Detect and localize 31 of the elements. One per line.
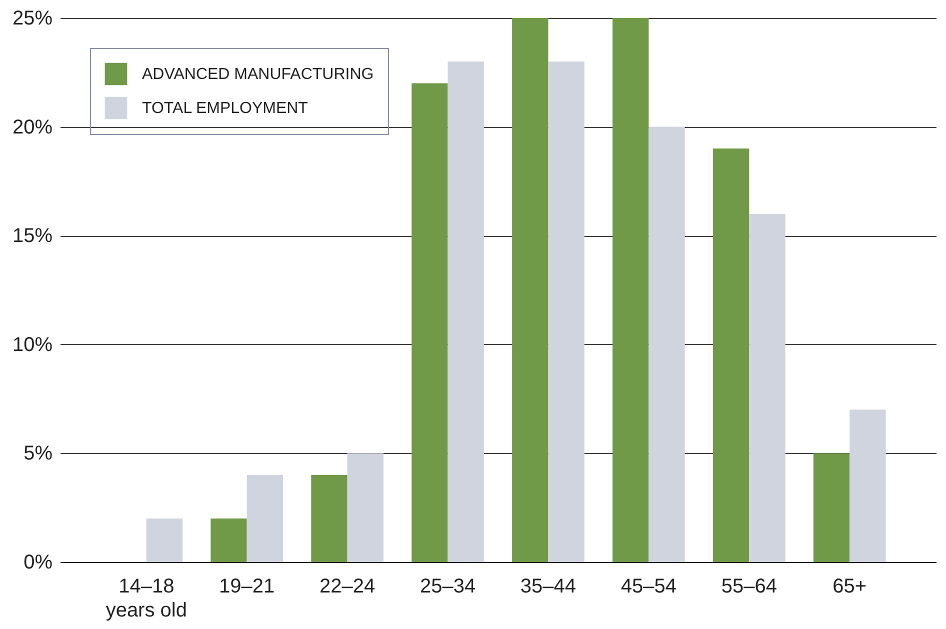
bar: [412, 83, 448, 562]
x-tick-label: 55–64: [721, 576, 777, 598]
bar: [648, 126, 685, 562]
bar: [246, 474, 284, 562]
bar: [712, 148, 750, 562]
x-tick-label: 25–34: [420, 576, 476, 598]
y-tick-label: 0%: [24, 552, 53, 574]
bar: [311, 474, 348, 562]
legend-label: TOTAL EMPLOYMENT: [142, 100, 308, 117]
x-tick-label: 22–24: [320, 576, 376, 598]
x-tick-label: 45–54: [620, 576, 676, 598]
y-tick-label: 10%: [12, 334, 53, 356]
x-tick-label: 65+: [832, 576, 867, 598]
bar: [548, 62, 584, 562]
bar: [347, 453, 384, 562]
bar: [749, 214, 786, 562]
bar: [146, 518, 183, 562]
y-tick-label: 15%: [12, 225, 53, 248]
bar: [612, 18, 649, 562]
bar: [448, 62, 484, 562]
bar: [850, 410, 886, 562]
y-tick-label: 25%: [12, 8, 53, 30]
bar: [813, 453, 850, 562]
x-tick-label: 35–44: [520, 576, 576, 598]
y-tick-label: 20%: [12, 116, 53, 138]
x-tick-label: 19–21: [219, 576, 275, 598]
bar: [210, 518, 247, 562]
y-tick-label: 5%: [24, 442, 53, 465]
x-tick-label: 14–18 years old: [106, 576, 187, 622]
bar: [512, 18, 548, 562]
legend-label: ADVANCED MANUFACTURING: [142, 66, 374, 83]
